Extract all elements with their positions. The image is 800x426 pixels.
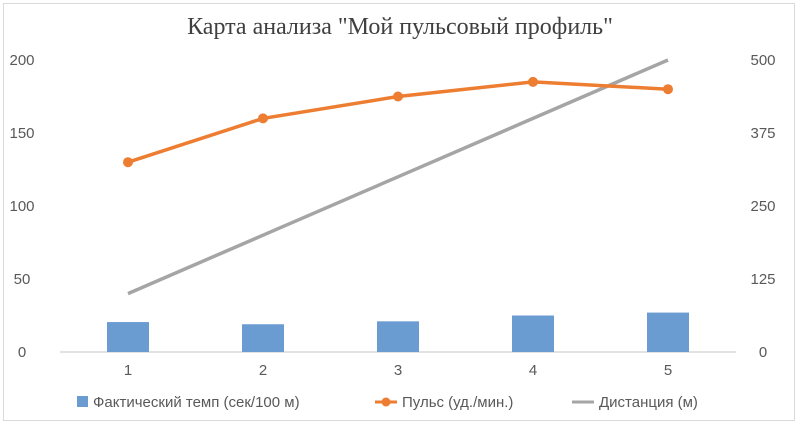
x-tick-label: 5	[664, 362, 672, 379]
bar-pace	[107, 322, 149, 352]
bar-pace	[377, 321, 419, 352]
bar-pace	[647, 312, 689, 352]
legend-swatch-pace	[77, 396, 88, 407]
legend-label-pulse: Пульс (уд./мин.)	[402, 394, 513, 411]
y-right-tick-label: 0	[759, 344, 767, 361]
x-tick-label: 3	[394, 362, 402, 379]
legend-label-pace: Фактический темп (сек/100 м)	[93, 394, 300, 411]
y-right-tick-label: 250	[750, 198, 775, 215]
legend-label-distance: Дистанция (м)	[599, 394, 698, 411]
y-left-tick-label: 200	[9, 52, 34, 69]
x-tick-label: 4	[529, 362, 537, 379]
pulse-point	[663, 84, 673, 95]
bar-pace	[512, 315, 554, 352]
x-tick-label: 2	[259, 362, 267, 379]
y-left-tick-label: 100	[9, 198, 34, 215]
y-left-tick-label: 50	[14, 271, 31, 288]
y-left-tick-label: 150	[9, 125, 34, 142]
y-right-tick-label: 375	[750, 125, 775, 142]
y-right-tick-label: 125	[750, 271, 775, 288]
x-tick-label: 1	[124, 362, 132, 379]
pulse-point	[258, 113, 268, 124]
y-left-tick-label: 0	[18, 344, 26, 361]
line-distance	[127, 58, 669, 296]
legend-marker-pulse	[381, 397, 391, 407]
chart-frame	[3, 3, 795, 421]
pulse-point	[123, 157, 133, 168]
pulse-point	[393, 91, 403, 102]
y-right-tick-label: 500	[750, 52, 775, 69]
bar-pace	[242, 324, 284, 352]
chart-title: Карта анализа "Мой пульсовый профиль"	[187, 14, 613, 40]
pulse-point	[528, 76, 538, 87]
